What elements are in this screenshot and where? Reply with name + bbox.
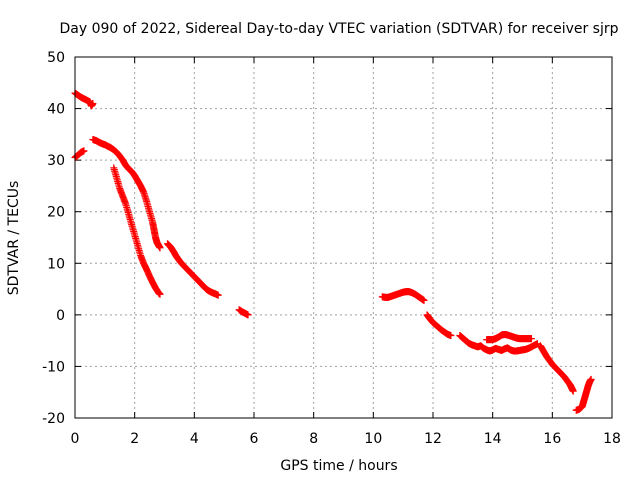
x-tick-label: 2 xyxy=(130,431,139,447)
series-arc-e xyxy=(163,240,222,299)
axis-ticks xyxy=(74,56,613,419)
y-tick-label: -20 xyxy=(42,411,65,427)
y-tick-label: 10 xyxy=(47,256,65,272)
data-point xyxy=(420,296,428,304)
data-point xyxy=(447,331,455,339)
y-tick-label: 0 xyxy=(56,308,65,324)
data-points xyxy=(71,89,595,414)
series-arc-f xyxy=(235,306,252,319)
series-arc-k xyxy=(536,342,577,395)
x-tick-label: 18 xyxy=(603,431,621,447)
series-arc-g xyxy=(378,288,428,304)
y-tick-label: 30 xyxy=(47,153,65,169)
x-axis-label: GPS time / hours xyxy=(280,458,397,474)
x-tick-label: 14 xyxy=(484,431,502,447)
data-point xyxy=(587,375,595,383)
y-axis-label: SDTVAR / TECUs xyxy=(6,181,22,296)
chart-title: Day 090 of 2022, Sidereal Day-to-day VTE… xyxy=(59,21,618,37)
series-arc-l xyxy=(572,375,595,414)
y-tick-labels: -20 -10 0 10 20 30 40 50 xyxy=(42,50,65,427)
data-point xyxy=(89,99,97,107)
grid xyxy=(75,57,612,418)
plot-frame xyxy=(74,56,613,419)
x-tick-label: 12 xyxy=(424,431,442,447)
data-point xyxy=(80,147,88,155)
series-arc-a xyxy=(71,89,97,110)
y-tick-label: -10 xyxy=(42,359,65,375)
series-arc-b xyxy=(71,147,88,162)
x-tick-label: 0 xyxy=(71,431,80,447)
y-tick-label: 20 xyxy=(47,205,65,221)
data-point xyxy=(214,291,222,299)
data-point xyxy=(569,387,577,395)
x-tick-label: 8 xyxy=(309,431,318,447)
series-arc-i xyxy=(456,331,541,355)
x-tick-label: 6 xyxy=(250,431,259,447)
data-point xyxy=(156,290,164,298)
series-arc-h xyxy=(423,311,455,339)
x-tick-label: 10 xyxy=(364,431,382,447)
y-tick-label: 40 xyxy=(47,102,65,118)
series-arc-j xyxy=(483,330,535,344)
x-tick-label: 4 xyxy=(190,431,199,447)
y-tick-label: 50 xyxy=(47,50,65,66)
data-point xyxy=(527,335,535,343)
x-tick-labels: 0 2 4 6 8 10 12 14 16 18 xyxy=(71,431,621,447)
series-arc-c xyxy=(89,136,164,252)
series-arc-d xyxy=(110,164,164,298)
x-tick-label: 16 xyxy=(543,431,561,447)
data-point xyxy=(156,244,164,252)
data-point xyxy=(244,311,252,319)
